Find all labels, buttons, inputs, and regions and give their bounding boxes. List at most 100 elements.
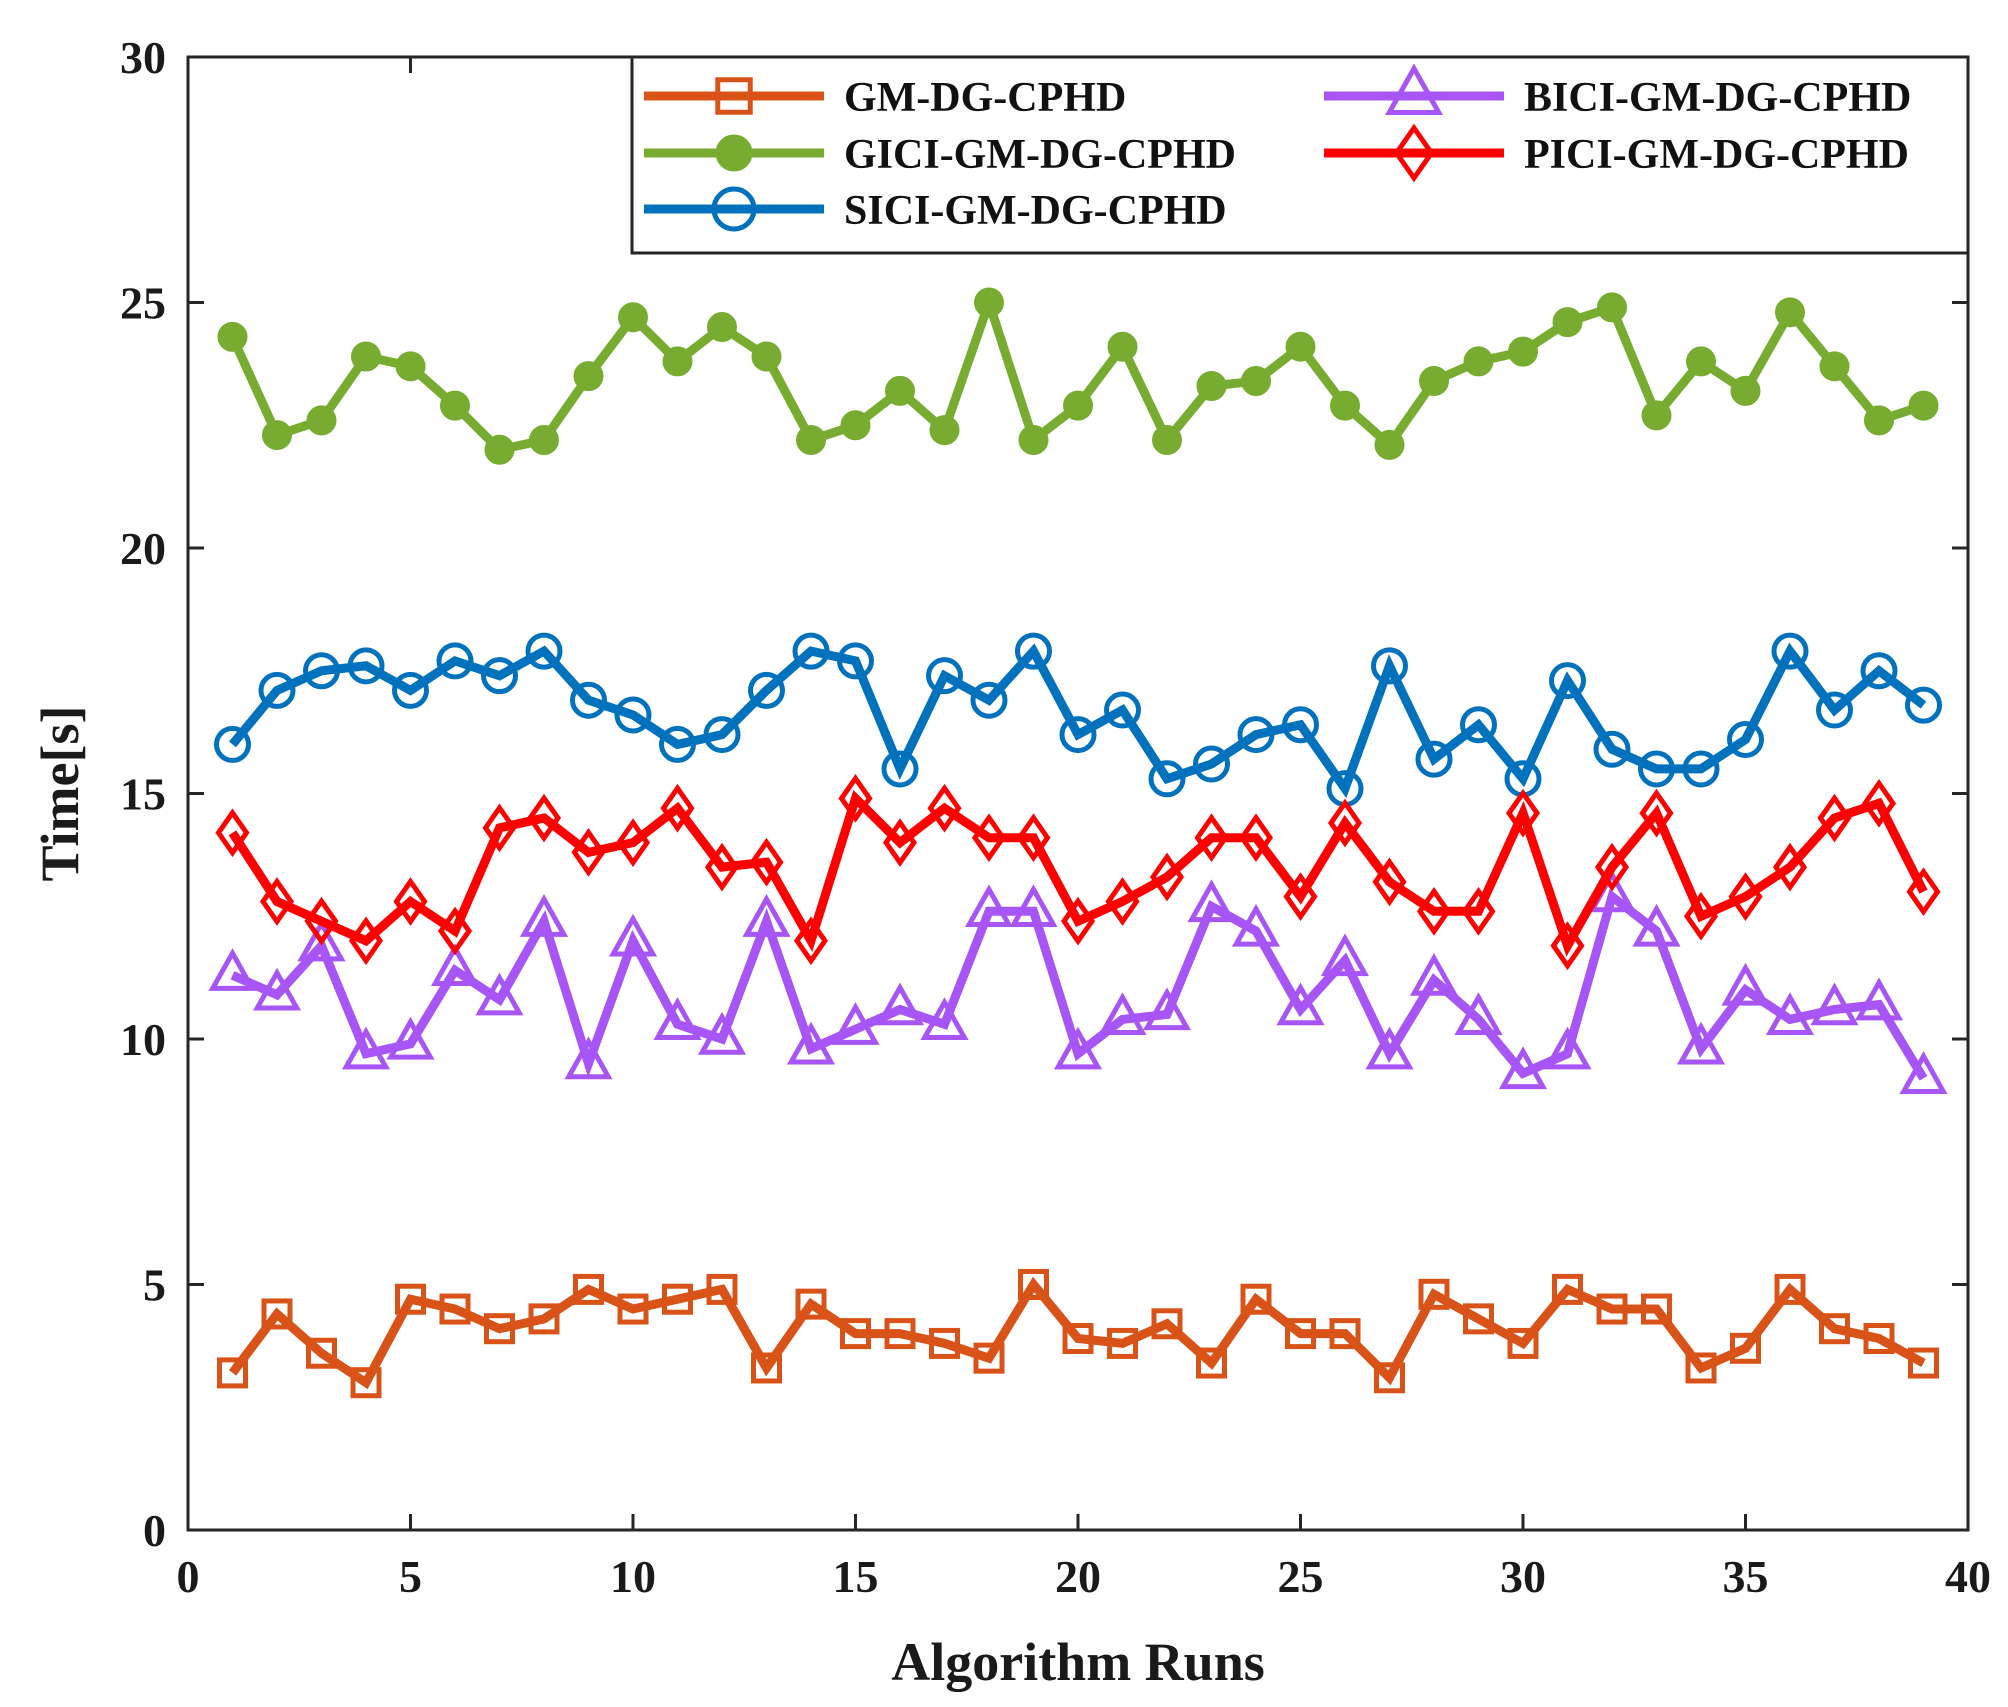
y-axis-label: Time[s] — [30, 706, 90, 882]
data-point — [974, 287, 1004, 318]
data-point — [262, 420, 292, 451]
data-point — [217, 321, 248, 352]
data-point — [927, 783, 962, 833]
legend-swatch-marker — [1384, 63, 1444, 115]
data-point — [1418, 1278, 1450, 1310]
data-point — [1231, 903, 1281, 947]
data-point — [703, 716, 741, 754]
data-point — [1194, 813, 1229, 863]
data-point — [1775, 297, 1805, 328]
data-point — [573, 361, 604, 392]
data-point — [1728, 872, 1763, 921]
y-tick-label: 30 — [120, 32, 166, 83]
data-point — [1415, 740, 1453, 778]
x-axis-label: Algorithm Runs — [891, 1632, 1265, 1692]
data-point — [881, 750, 919, 788]
legend-swatch-marker — [715, 77, 753, 115]
data-point — [1819, 1313, 1850, 1345]
data-point — [1187, 879, 1236, 923]
data-point — [1105, 877, 1140, 926]
data-point — [1507, 1327, 1539, 1359]
data-point — [964, 884, 1014, 928]
data-point — [1016, 813, 1051, 863]
data-point — [1063, 390, 1093, 421]
data-point — [971, 813, 1007, 863]
data-point — [1632, 903, 1681, 947]
data-point — [1062, 1323, 1094, 1355]
data-point — [882, 818, 918, 867]
data-point — [1861, 778, 1897, 828]
data-point — [1774, 1273, 1806, 1305]
data-point — [297, 918, 346, 962]
data-point — [1552, 1273, 1583, 1305]
data-point — [1327, 798, 1363, 848]
x-tick-label: 30 — [1500, 1551, 1546, 1602]
data-point — [1676, 1021, 1726, 1065]
data-point — [837, 642, 874, 680]
data-point — [1597, 292, 1627, 323]
data-point — [1151, 1308, 1183, 1340]
data-point — [1594, 842, 1630, 892]
legend-label: GM-DG-CPHD — [844, 75, 1126, 121]
legend-item: SICI-GM-DG-CPHD — [644, 186, 1227, 234]
data-point — [258, 671, 296, 709]
data-point — [1148, 760, 1186, 798]
series-line — [228, 288, 1925, 455]
data-point — [1365, 1026, 1414, 1070]
data-point — [1549, 662, 1586, 700]
data-point — [973, 1342, 1005, 1374]
data-point — [1107, 1327, 1138, 1359]
data-point — [1240, 1283, 1272, 1315]
data-point — [1550, 921, 1585, 971]
data-point — [1816, 691, 1853, 729]
data-point — [1285, 331, 1316, 362]
data-point — [1463, 346, 1494, 377]
data-point — [1683, 891, 1719, 941]
data-point — [1285, 1318, 1316, 1350]
data-point — [1682, 750, 1720, 788]
data-point — [526, 793, 562, 843]
data-point — [1009, 884, 1058, 928]
data-point — [885, 375, 915, 406]
data-point — [1282, 706, 1319, 744]
legend-box — [630, 55, 1970, 255]
data-point — [525, 632, 563, 670]
y-tick-label: 5 — [143, 1260, 166, 1311]
data-point — [437, 906, 473, 956]
series-sici-gm-dg-cphd — [214, 632, 1942, 808]
data-point — [884, 1318, 916, 1350]
data-point — [217, 1357, 248, 1389]
data-point — [1018, 1269, 1049, 1300]
x-tick-label: 25 — [1278, 1551, 1324, 1602]
data-point — [970, 681, 1008, 719]
data-point — [259, 877, 295, 926]
data-point — [1508, 336, 1538, 367]
data-point — [615, 818, 651, 867]
y-tick-label: 20 — [120, 523, 166, 574]
data-point — [1015, 632, 1052, 670]
data-point — [1320, 933, 1370, 977]
data-point — [304, 896, 339, 946]
data-point — [1817, 793, 1852, 843]
data-point — [1819, 351, 1850, 382]
data-point — [707, 312, 737, 343]
data-point — [618, 302, 648, 333]
x-tick-label: 40 — [1945, 1551, 1991, 1602]
data-point — [440, 390, 470, 421]
data-point — [748, 671, 785, 709]
data-point — [1593, 730, 1631, 768]
series-line — [228, 789, 1928, 957]
data-point — [1908, 1347, 1939, 1379]
data-point — [529, 424, 559, 455]
series-gm-dg-cphd — [217, 1269, 1939, 1399]
data-point — [1863, 1323, 1895, 1355]
data-point — [1283, 872, 1318, 921]
data-point — [838, 774, 873, 823]
x-tick-label: 15 — [833, 1551, 879, 1602]
data-point — [1142, 987, 1192, 1031]
data-point — [751, 341, 782, 372]
data-point — [1908, 390, 1939, 421]
legend: GM-DG-CPHD BICI-GM-DG-CPHD GICI-GM-DG-CPHD… — [630, 55, 1970, 255]
data-point — [1498, 1046, 1548, 1090]
